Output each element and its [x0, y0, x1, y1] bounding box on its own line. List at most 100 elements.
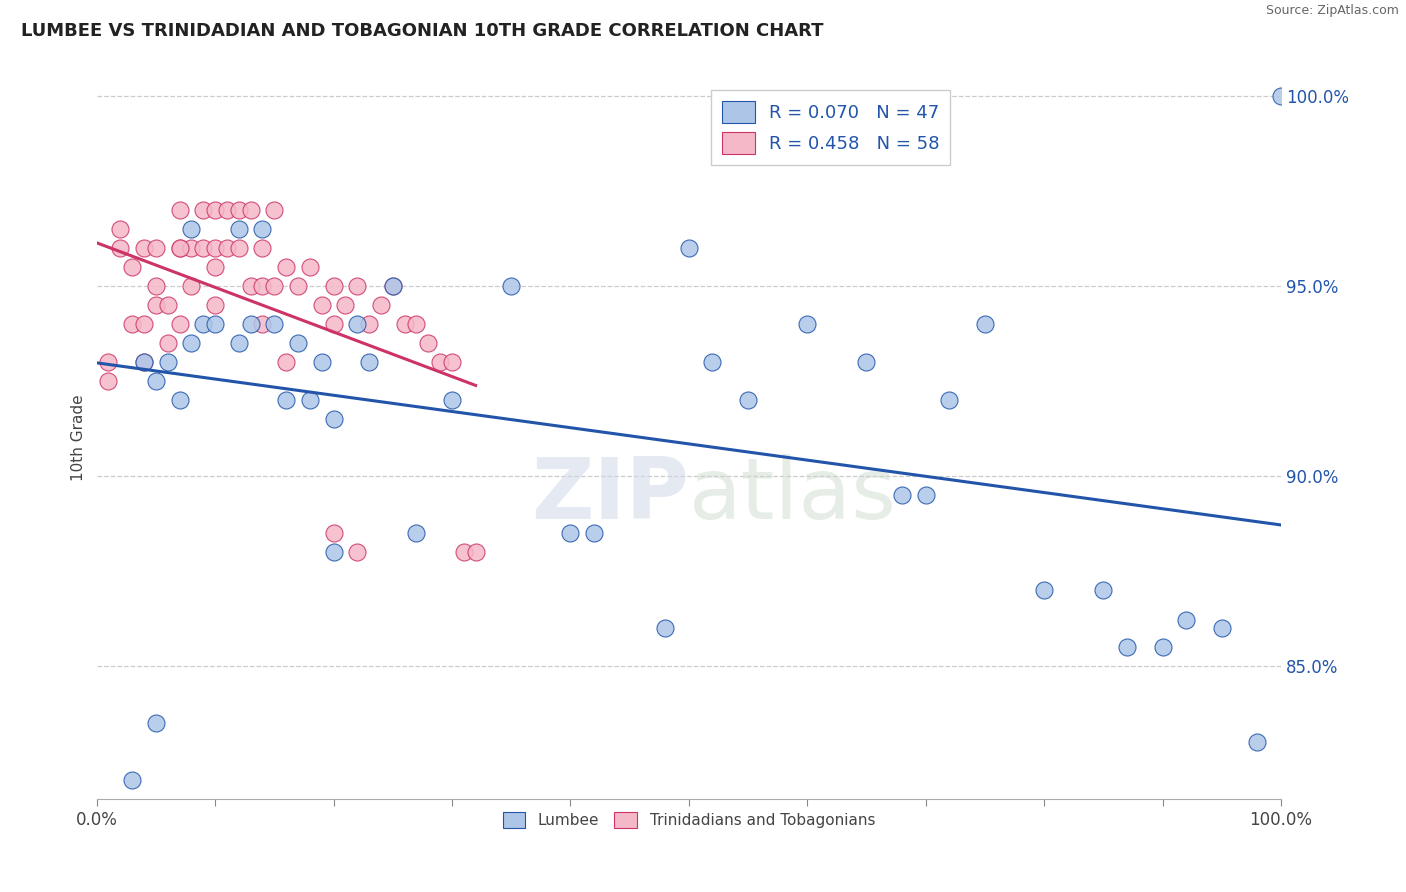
Point: [405, 526, 427, 541]
Point: [453, 545, 475, 559]
Point: [440, 393, 463, 408]
Point: [252, 317, 274, 331]
Point: [381, 279, 404, 293]
Point: [263, 279, 285, 293]
Point: [97, 374, 120, 388]
Point: [215, 241, 238, 255]
Point: [796, 317, 818, 331]
Point: [914, 488, 936, 502]
Point: [322, 526, 344, 541]
Point: [357, 355, 380, 369]
Point: [1116, 640, 1139, 654]
Point: [180, 336, 202, 351]
Point: [1033, 582, 1056, 597]
Y-axis label: 10th Grade: 10th Grade: [72, 395, 86, 482]
Point: [357, 317, 380, 331]
Point: [169, 241, 191, 255]
Point: [287, 279, 309, 293]
Point: [110, 222, 132, 236]
Point: [145, 279, 167, 293]
Text: Source: ZipAtlas.com: Source: ZipAtlas.com: [1265, 4, 1399, 18]
Point: [121, 772, 143, 787]
Point: [193, 317, 215, 331]
Point: [156, 355, 179, 369]
Point: [298, 393, 321, 408]
Text: atlas: atlas: [689, 454, 897, 537]
Point: [263, 317, 285, 331]
Point: [110, 241, 132, 255]
Point: [215, 203, 238, 218]
Point: [501, 279, 523, 293]
Point: [1092, 582, 1115, 597]
Point: [394, 317, 416, 331]
Point: [193, 241, 215, 255]
Point: [121, 260, 143, 275]
Point: [193, 203, 215, 218]
Point: [346, 279, 368, 293]
Point: [169, 241, 191, 255]
Point: [263, 203, 285, 218]
Point: [1175, 613, 1198, 627]
Point: [239, 203, 262, 218]
Point: [322, 279, 344, 293]
Point: [276, 393, 298, 408]
Point: [418, 336, 440, 351]
Point: [204, 260, 226, 275]
Point: [346, 317, 368, 331]
Point: [132, 241, 155, 255]
Point: [204, 317, 226, 331]
Point: [678, 241, 700, 255]
Point: [156, 298, 179, 312]
Point: [252, 279, 274, 293]
Point: [145, 298, 167, 312]
Point: [169, 203, 191, 218]
Point: [440, 355, 463, 369]
Point: [180, 241, 202, 255]
Point: [322, 545, 344, 559]
Point: [322, 412, 344, 426]
Point: [169, 393, 191, 408]
Point: [973, 317, 995, 331]
Text: LUMBEE VS TRINIDADIAN AND TOBAGONIAN 10TH GRADE CORRELATION CHART: LUMBEE VS TRINIDADIAN AND TOBAGONIAN 10T…: [21, 22, 824, 40]
Point: [97, 355, 120, 369]
Point: [204, 298, 226, 312]
Point: [370, 298, 392, 312]
Point: [239, 317, 262, 331]
Text: ZIP: ZIP: [531, 454, 689, 537]
Point: [298, 260, 321, 275]
Point: [252, 241, 274, 255]
Point: [145, 374, 167, 388]
Point: [180, 222, 202, 236]
Point: [311, 298, 333, 312]
Point: [132, 355, 155, 369]
Point: [891, 488, 914, 502]
Point: [156, 336, 179, 351]
Point: [228, 222, 250, 236]
Point: [204, 203, 226, 218]
Point: [132, 317, 155, 331]
Point: [938, 393, 960, 408]
Point: [346, 545, 368, 559]
Point: [180, 279, 202, 293]
Point: [276, 355, 298, 369]
Point: [335, 298, 357, 312]
Point: [132, 355, 155, 369]
Point: [464, 545, 486, 559]
Point: [737, 393, 759, 408]
Point: [405, 317, 427, 331]
Point: [145, 241, 167, 255]
Point: [654, 621, 676, 635]
Point: [287, 336, 309, 351]
Point: [311, 355, 333, 369]
Point: [276, 260, 298, 275]
Point: [1211, 621, 1233, 635]
Point: [702, 355, 724, 369]
Point: [1152, 640, 1174, 654]
Point: [1246, 735, 1268, 749]
Point: [145, 715, 167, 730]
Point: [322, 317, 344, 331]
Point: [204, 241, 226, 255]
Point: [583, 526, 606, 541]
Point: [1270, 89, 1292, 103]
Point: [228, 203, 250, 218]
